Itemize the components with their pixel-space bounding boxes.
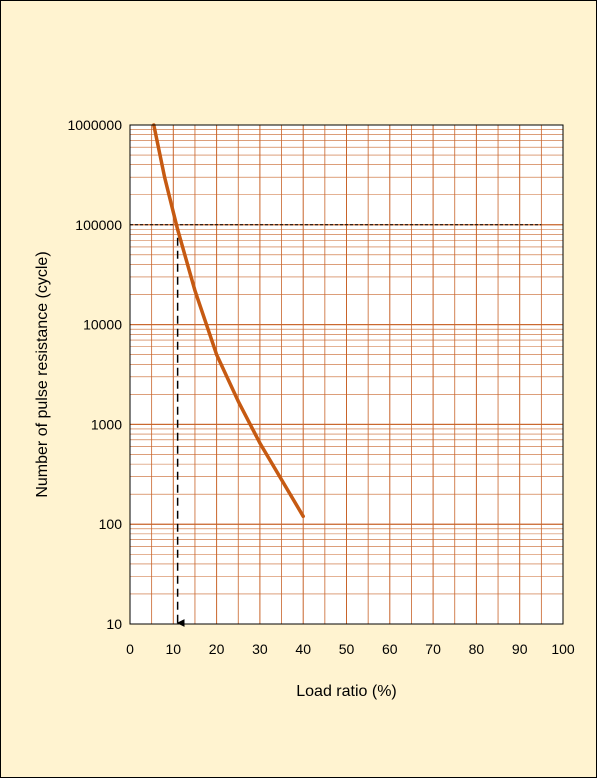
x-tick-label: 20 <box>209 641 225 657</box>
x-tick-label: 50 <box>339 641 355 657</box>
x-tick-label: 60 <box>382 641 398 657</box>
x-axis-label: Load ratio (%) <box>296 683 397 700</box>
y-tick-label: 100000 <box>75 217 122 233</box>
reference-lines <box>130 224 542 627</box>
y-tick-label: 10 <box>106 616 122 632</box>
x-tick-label: 40 <box>295 641 311 657</box>
x-tick-label: 0 <box>126 641 134 657</box>
y-tick-label: 10000 <box>83 317 122 333</box>
plot-border <box>129 124 564 625</box>
x-tick-label: 30 <box>252 641 268 657</box>
x-tick-label: 90 <box>512 641 528 657</box>
x-tick-labels: 0 10 20 30 40 50 60 70 80 90 100 <box>126 641 575 657</box>
series-line <box>152 123 305 519</box>
y-tick-label: 1000 <box>91 416 122 432</box>
x-tick-label: 70 <box>425 641 441 657</box>
y-tick-labels: 10 100 1000 10000 100000 1000000 <box>67 117 122 632</box>
x-tick-label: 80 <box>469 641 485 657</box>
y-axis-label: Number of pulse resistance (cycle) <box>34 251 51 497</box>
x-tick-label: 10 <box>166 641 182 657</box>
x-tick-label: 100 <box>551 641 575 657</box>
y-tick-label: 100 <box>99 516 123 532</box>
series-layer <box>152 123 305 519</box>
y-tick-label: 1000000 <box>67 117 122 133</box>
